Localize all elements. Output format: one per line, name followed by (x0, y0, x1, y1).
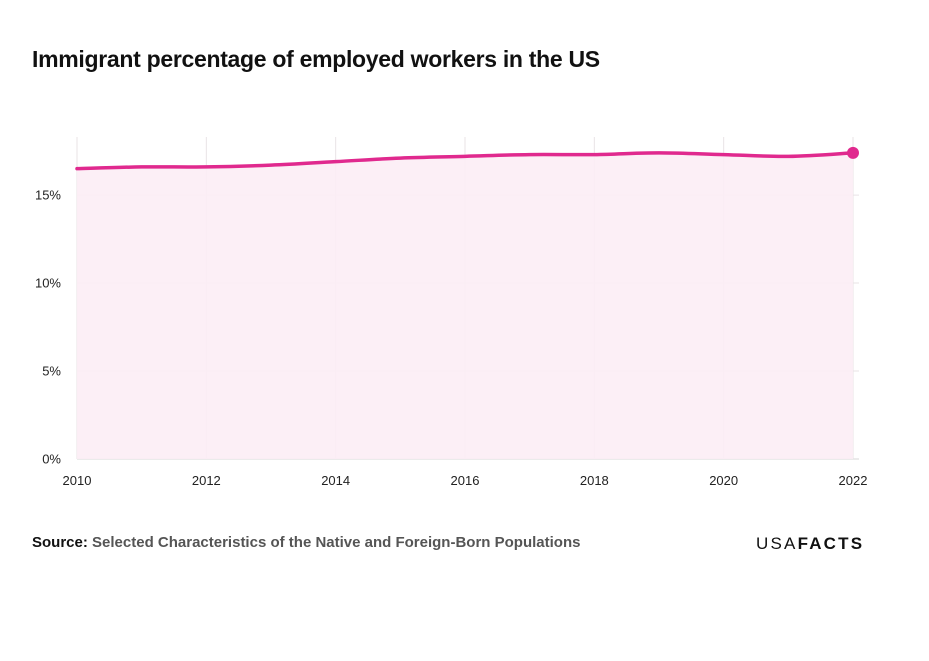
y-axis-ticks: 0% 5% 10% 15% (35, 188, 61, 467)
area-fill (77, 152, 853, 459)
logo-text-facts: FACTS (797, 534, 865, 553)
x-tick-label: 2010 (63, 473, 92, 488)
series-line (75, 151, 855, 171)
x-axis-ticks: 2010 2012 2014 2016 2018 2020 2022 (63, 473, 868, 488)
data-point[interactable] (786, 154, 790, 158)
source-label: Source: (32, 534, 88, 551)
data-point[interactable] (463, 154, 467, 158)
y-tick-label: 15% (35, 188, 61, 203)
x-tick-label: 2016 (451, 473, 480, 488)
end-point-marker[interactable] (847, 146, 859, 159)
data-point[interactable] (722, 153, 726, 157)
usafacts-logo[interactable]: USAFACTS (756, 534, 864, 554)
y-tick-label: 10% (35, 276, 61, 291)
x-tick-label: 2012 (192, 473, 221, 488)
chart-title: Immigrant percentage of employed workers… (32, 46, 600, 72)
data-points (75, 146, 859, 171)
data-point[interactable] (269, 163, 273, 167)
data-point[interactable] (204, 165, 208, 169)
logo-text-usa: USA (756, 534, 798, 553)
source-line: Source: Selected Characteristics of the … (32, 534, 580, 551)
x-tick-label: 2022 (839, 473, 868, 488)
data-point[interactable] (528, 153, 532, 157)
source-link[interactable]: Selected Characteristics of the Native a… (92, 534, 581, 551)
x-tick-label: 2020 (709, 473, 738, 488)
data-point[interactable] (75, 167, 79, 171)
data-point[interactable] (592, 153, 596, 157)
data-point[interactable] (657, 151, 661, 155)
data-point[interactable] (398, 156, 402, 160)
data-point[interactable] (140, 165, 144, 169)
y-tick-label: 0% (42, 452, 61, 467)
y-tick-label: 5% (42, 364, 61, 379)
x-tick-label: 2018 (580, 473, 609, 488)
x-tick-label: 2014 (321, 473, 350, 488)
data-point[interactable] (334, 160, 338, 164)
